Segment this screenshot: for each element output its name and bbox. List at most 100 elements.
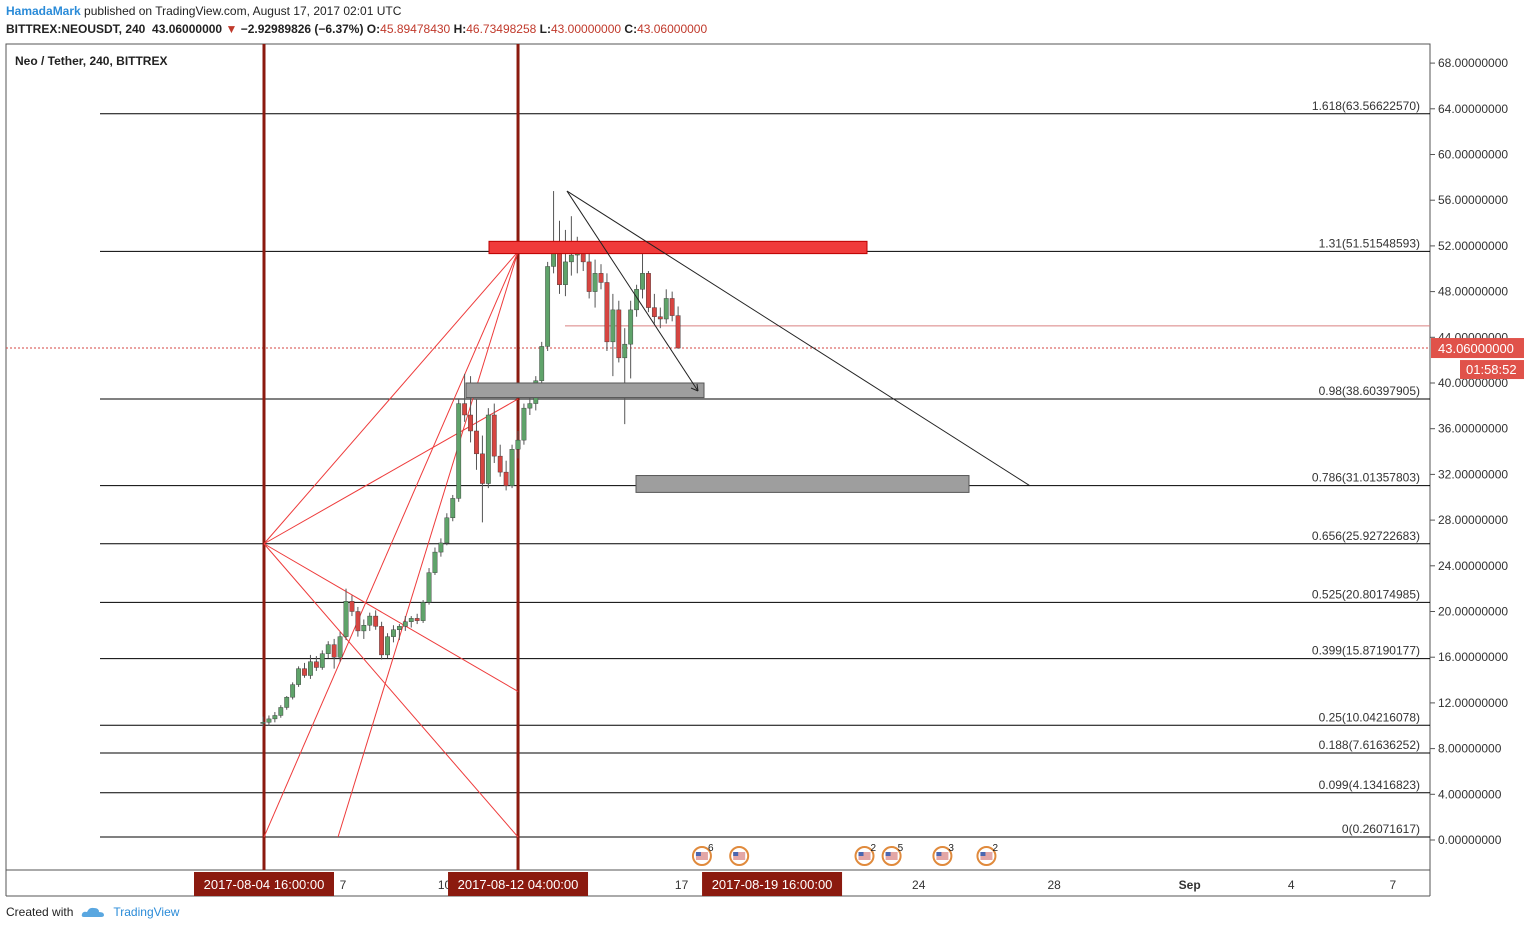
date-tag-label: 2017-08-12 04:00:00 (458, 877, 579, 892)
last-price-tag (1431, 338, 1524, 359)
countdown-label: 01:58:52 (1466, 362, 1517, 377)
last-price: 43.06000000 (152, 22, 223, 36)
candle-down (331, 644, 337, 658)
symbol-line: BITTREX:NEOUSDT, 240 43.06000000 ▼ −2.92… (6, 22, 707, 36)
candle-up (426, 572, 432, 603)
fan-line (263, 398, 519, 545)
candle-down (657, 316, 663, 320)
date-tag-label: 2017-08-04 16:00:00 (204, 877, 325, 892)
candle-down (503, 471, 509, 487)
trend-line (566, 190, 1031, 487)
candle-up (515, 439, 521, 450)
price-tick-label: 0.00000000 (1438, 833, 1502, 847)
price-change: −2.92989826 (−6.37%) (240, 22, 364, 36)
fib-level-label: 0.98(38.60397905) (1319, 384, 1420, 398)
candle-up (337, 636, 343, 658)
candle-up (385, 636, 390, 656)
plot-frame (5, 43, 1431, 871)
price-tick-label: 20.00000000 (1438, 605, 1508, 619)
high-value: 46.73498258 (466, 22, 537, 36)
price-axis: 68.00000000 64.00000000 60.00000000 56.0000… (1430, 56, 1524, 847)
candle-up (634, 289, 639, 311)
candle-up (260, 722, 266, 724)
time-tick-label: Sep (1179, 878, 1201, 892)
publish-line: HamadaMark published on TradingView.com,… (6, 4, 401, 18)
fan-line (337, 251, 519, 838)
drawings-overlay (465, 190, 1031, 493)
candle-down (598, 273, 604, 283)
candle-down (302, 668, 307, 676)
candle-up (592, 273, 598, 292)
time-tick-label: 7 (340, 878, 347, 892)
candle-down (379, 626, 384, 656)
candle-up (391, 629, 396, 637)
chart-title: Neo / Tether, 240, BITTREX (15, 54, 167, 68)
candle-up (396, 626, 402, 630)
date-tag (448, 872, 589, 896)
open-value: 45.89478430 (380, 22, 451, 36)
us-flag-canton (858, 852, 864, 856)
candle-up (284, 696, 290, 708)
candle-down (646, 273, 651, 308)
candle-up (628, 309, 634, 345)
event-count-label: 5 (898, 843, 904, 854)
low-label: L: (539, 22, 551, 36)
date-tag (702, 872, 843, 896)
candle-up (568, 254, 574, 263)
candle-down (669, 298, 675, 316)
open-label: O: (366, 22, 381, 36)
date-tag-label: 2017-08-19 16:00:00 (712, 877, 833, 892)
price-tick-label: 32.00000000 (1438, 467, 1508, 481)
low-value: 43.00000000 (550, 22, 622, 36)
us-flag-stripes (936, 852, 949, 860)
fan-line (263, 251, 519, 838)
candle-up (278, 707, 284, 716)
candle-up (266, 718, 272, 723)
candle-down (462, 403, 468, 416)
us-flag-canton (733, 852, 739, 856)
candle-down (586, 261, 592, 292)
close-label: C: (624, 22, 638, 36)
fib-level-label: 1.31(51.51548593) (1319, 236, 1420, 250)
candle-up (361, 625, 367, 632)
candle-up (663, 298, 669, 320)
time-tick-label: 28 (1048, 878, 1062, 892)
support-zone-upper (465, 382, 705, 399)
high-label: H: (453, 22, 467, 36)
candle-up (521, 407, 527, 441)
candle-up (432, 551, 438, 573)
candle-up (420, 602, 426, 621)
candle-up (563, 261, 568, 285)
price-tick-label: 40.00000000 (1438, 376, 1508, 390)
author-name[interactable]: HamadaMark (6, 4, 81, 18)
event-count-label: 2 (992, 843, 998, 854)
time-tick-label: 4 (1288, 878, 1295, 892)
cloud-icon (82, 907, 105, 917)
tradingview-link[interactable]: TradingView (113, 905, 180, 919)
countdown-tag (1460, 360, 1524, 380)
candles (260, 191, 681, 727)
candle-down (474, 430, 479, 455)
time-tick-label: 17 (675, 878, 689, 892)
last-price-tag-label: 43.06000000 (1438, 341, 1514, 356)
candle-up (438, 542, 444, 553)
price-tick-label: 4.00000000 (1438, 787, 1502, 801)
down-arrow-icon: ▼ (225, 22, 238, 36)
us-flag-stripes (858, 852, 871, 860)
us-flag-stripes (885, 852, 898, 860)
resistance-zone (488, 240, 868, 255)
candle-up (640, 273, 645, 290)
us-flag-stripes (695, 852, 708, 860)
candle-up (610, 309, 616, 343)
candle-up (456, 403, 462, 499)
candle-down (604, 282, 610, 343)
candle-down (651, 307, 657, 317)
symbol: BITTREX:NEOUSDT, 240 (6, 22, 146, 36)
price-tick-label: 36.00000000 (1438, 422, 1508, 436)
candle-up (402, 621, 408, 627)
date-tag (194, 872, 334, 896)
fan-line (263, 543, 519, 838)
us-flag-canton (936, 852, 942, 856)
